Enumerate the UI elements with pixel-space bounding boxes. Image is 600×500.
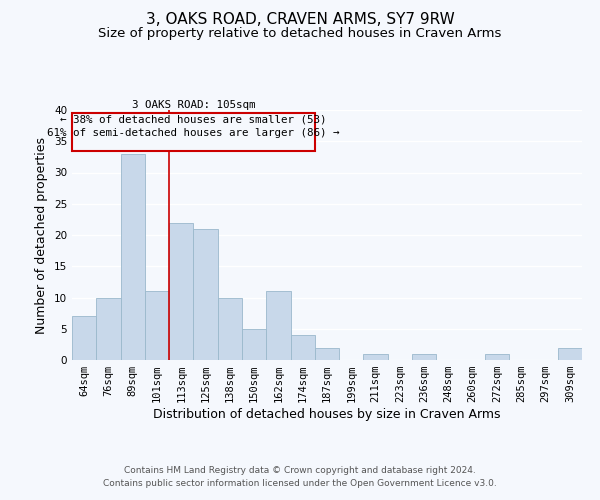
Text: 3, OAKS ROAD, CRAVEN ARMS, SY7 9RW: 3, OAKS ROAD, CRAVEN ARMS, SY7 9RW <box>146 12 454 28</box>
Bar <box>72 316 96 360</box>
Bar <box>145 291 169 360</box>
Y-axis label: Number of detached properties: Number of detached properties <box>35 136 49 334</box>
Bar <box>218 298 242 360</box>
Bar <box>242 329 266 360</box>
Bar <box>169 222 193 360</box>
Bar <box>290 335 315 360</box>
Bar <box>412 354 436 360</box>
Bar <box>485 354 509 360</box>
Bar <box>266 291 290 360</box>
Text: Size of property relative to detached houses in Craven Arms: Size of property relative to detached ho… <box>98 28 502 40</box>
Bar <box>193 229 218 360</box>
X-axis label: Distribution of detached houses by size in Craven Arms: Distribution of detached houses by size … <box>153 408 501 421</box>
Bar <box>121 154 145 360</box>
FancyBboxPatch shape <box>72 113 315 150</box>
Bar <box>364 354 388 360</box>
Bar <box>96 298 121 360</box>
Text: 3 OAKS ROAD: 105sqm
← 38% of detached houses are smaller (53)
61% of semi-detach: 3 OAKS ROAD: 105sqm ← 38% of detached ho… <box>47 100 340 138</box>
Text: Contains HM Land Registry data © Crown copyright and database right 2024.
Contai: Contains HM Land Registry data © Crown c… <box>103 466 497 487</box>
Bar <box>558 348 582 360</box>
Bar <box>315 348 339 360</box>
